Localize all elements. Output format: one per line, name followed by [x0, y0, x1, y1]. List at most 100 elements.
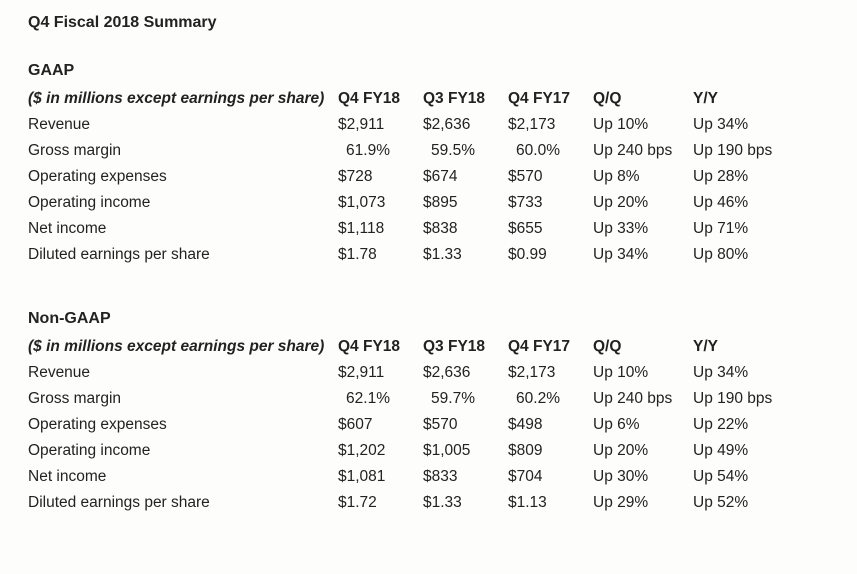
- cell-qoq: Up 20%: [593, 438, 693, 464]
- column-header: Q4 FY18: [338, 86, 423, 112]
- financial-table: ($ in millions except earnings per share…: [28, 86, 793, 268]
- cell-q4fy17: $2,173: [508, 112, 593, 138]
- column-header: Q/Q: [593, 86, 693, 112]
- cell-q4fy18: $728: [338, 164, 423, 190]
- cell-q3fy18: $838: [423, 216, 508, 242]
- cell-q4fy18: $1,081: [338, 464, 423, 490]
- cell-q3fy18: $1.33: [423, 242, 508, 268]
- row-label: Diluted earnings per share: [28, 490, 338, 516]
- row-label: Revenue: [28, 112, 338, 138]
- cell-q3fy18: $895: [423, 190, 508, 216]
- table-header-row: ($ in millions except earnings per share…: [28, 86, 793, 112]
- cell-yoy: Up 22%: [693, 412, 793, 438]
- table-row: Net income$1,118$838$655Up 33%Up 71%: [28, 216, 793, 242]
- cell-yoy: Up 46%: [693, 190, 793, 216]
- section-title: GAAP: [28, 62, 845, 80]
- subhead-label: ($ in millions except earnings per share…: [28, 86, 338, 112]
- cell-value: 60.0%: [508, 142, 560, 160]
- cell-qoq: Up 10%: [593, 112, 693, 138]
- cell-q4fy18: $2,911: [338, 360, 423, 386]
- cell-value: 59.7%: [423, 390, 475, 408]
- cell-yoy: Up 28%: [693, 164, 793, 190]
- cell-qoq: Up 33%: [593, 216, 693, 242]
- cell-yoy: Up 71%: [693, 216, 793, 242]
- sections-container: GAAP ($ in millions except earnings per s…: [28, 62, 845, 516]
- cell-value: 60.2%: [508, 390, 560, 408]
- cell-q4fy18: $607: [338, 412, 423, 438]
- section-gap: [28, 268, 845, 310]
- column-header: Y/Y: [693, 86, 793, 112]
- column-header: Q4 FY18: [338, 334, 423, 360]
- cell-yoy: Up 52%: [693, 490, 793, 516]
- section-title: Non-GAAP: [28, 310, 845, 328]
- table-row: Operating expenses$728$674$570Up 8%Up 28…: [28, 164, 793, 190]
- cell-yoy: Up 190 bps: [693, 138, 793, 164]
- subhead-label: ($ in millions except earnings per share…: [28, 334, 338, 360]
- cell-q3fy18: $1,005: [423, 438, 508, 464]
- cell-qoq: Up 240 bps: [593, 138, 693, 164]
- cell-q4fy17: 60.2%: [508, 386, 593, 412]
- cell-q4fy17: $733: [508, 190, 593, 216]
- column-header: Q4 FY17: [508, 86, 593, 112]
- cell-yoy: Up 34%: [693, 112, 793, 138]
- cell-q4fy18: $1.72: [338, 490, 423, 516]
- table-row: Operating expenses$607$570$498Up 6%Up 22…: [28, 412, 793, 438]
- row-label: Operating income: [28, 438, 338, 464]
- cell-qoq: Up 240 bps: [593, 386, 693, 412]
- row-label: Operating expenses: [28, 164, 338, 190]
- cell-value: 62.1%: [338, 390, 390, 408]
- row-label: Operating expenses: [28, 412, 338, 438]
- cell-q4fy17: $2,173: [508, 360, 593, 386]
- column-header: Q/Q: [593, 334, 693, 360]
- cell-q4fy17: $0.99: [508, 242, 593, 268]
- cell-q3fy18: $833: [423, 464, 508, 490]
- cell-q4fy17: $655: [508, 216, 593, 242]
- column-header: Q3 FY18: [423, 334, 508, 360]
- row-label: Revenue: [28, 360, 338, 386]
- cell-qoq: Up 30%: [593, 464, 693, 490]
- cell-yoy: Up 49%: [693, 438, 793, 464]
- cell-yoy: Up 80%: [693, 242, 793, 268]
- cell-qoq: Up 8%: [593, 164, 693, 190]
- cell-yoy: Up 54%: [693, 464, 793, 490]
- cell-value: 61.9%: [338, 142, 390, 160]
- cell-q3fy18: $2,636: [423, 112, 508, 138]
- cell-q4fy17: $809: [508, 438, 593, 464]
- cell-q3fy18: $1.33: [423, 490, 508, 516]
- cell-qoq: Up 6%: [593, 412, 693, 438]
- cell-q4fy18: $2,911: [338, 112, 423, 138]
- cell-yoy: Up 34%: [693, 360, 793, 386]
- row-label: Net income: [28, 464, 338, 490]
- cell-yoy: Up 190 bps: [693, 386, 793, 412]
- table-row: Revenue$2,911$2,636$2,173Up 10%Up 34%: [28, 112, 793, 138]
- row-label: Gross margin: [28, 138, 338, 164]
- cell-q3fy18: 59.5%: [423, 138, 508, 164]
- table-row: Diluted earnings per share$1.78$1.33$0.9…: [28, 242, 793, 268]
- cell-qoq: Up 10%: [593, 360, 693, 386]
- column-header: Q3 FY18: [423, 86, 508, 112]
- table-row: Net income$1,081$833$704Up 30%Up 54%: [28, 464, 793, 490]
- row-label: Diluted earnings per share: [28, 242, 338, 268]
- cell-q4fy17: $498: [508, 412, 593, 438]
- cell-q4fy18: $1.78: [338, 242, 423, 268]
- cell-q3fy18: $674: [423, 164, 508, 190]
- table-row: Gross margin61.9% 59.5%60.0% Up 240 bpsUp …: [28, 138, 793, 164]
- cell-q3fy18: $2,636: [423, 360, 508, 386]
- row-label: Gross margin: [28, 386, 338, 412]
- cell-q4fy17: 60.0%: [508, 138, 593, 164]
- table-header-row: ($ in millions except earnings per share…: [28, 334, 793, 360]
- page-title: Q4 Fiscal 2018 Summary: [28, 14, 845, 32]
- table-row: Operating income$1,073$895$733Up 20%Up 4…: [28, 190, 793, 216]
- cell-q3fy18: 59.7%: [423, 386, 508, 412]
- cell-q4fy17: $570: [508, 164, 593, 190]
- cell-qoq: Up 20%: [593, 190, 693, 216]
- cell-q4fy17: $704: [508, 464, 593, 490]
- cell-qoq: Up 34%: [593, 242, 693, 268]
- table-row: Operating income$1,202$1,005$809Up 20%Up…: [28, 438, 793, 464]
- cell-q4fy18: $1,118: [338, 216, 423, 242]
- financial-table: ($ in millions except earnings per share…: [28, 334, 793, 516]
- cell-q4fy18: $1,073: [338, 190, 423, 216]
- row-label: Operating income: [28, 190, 338, 216]
- table-row: Gross margin62.1% 59.7% 60.2% Up 240 bpsUp …: [28, 386, 793, 412]
- cell-q3fy18: $570: [423, 412, 508, 438]
